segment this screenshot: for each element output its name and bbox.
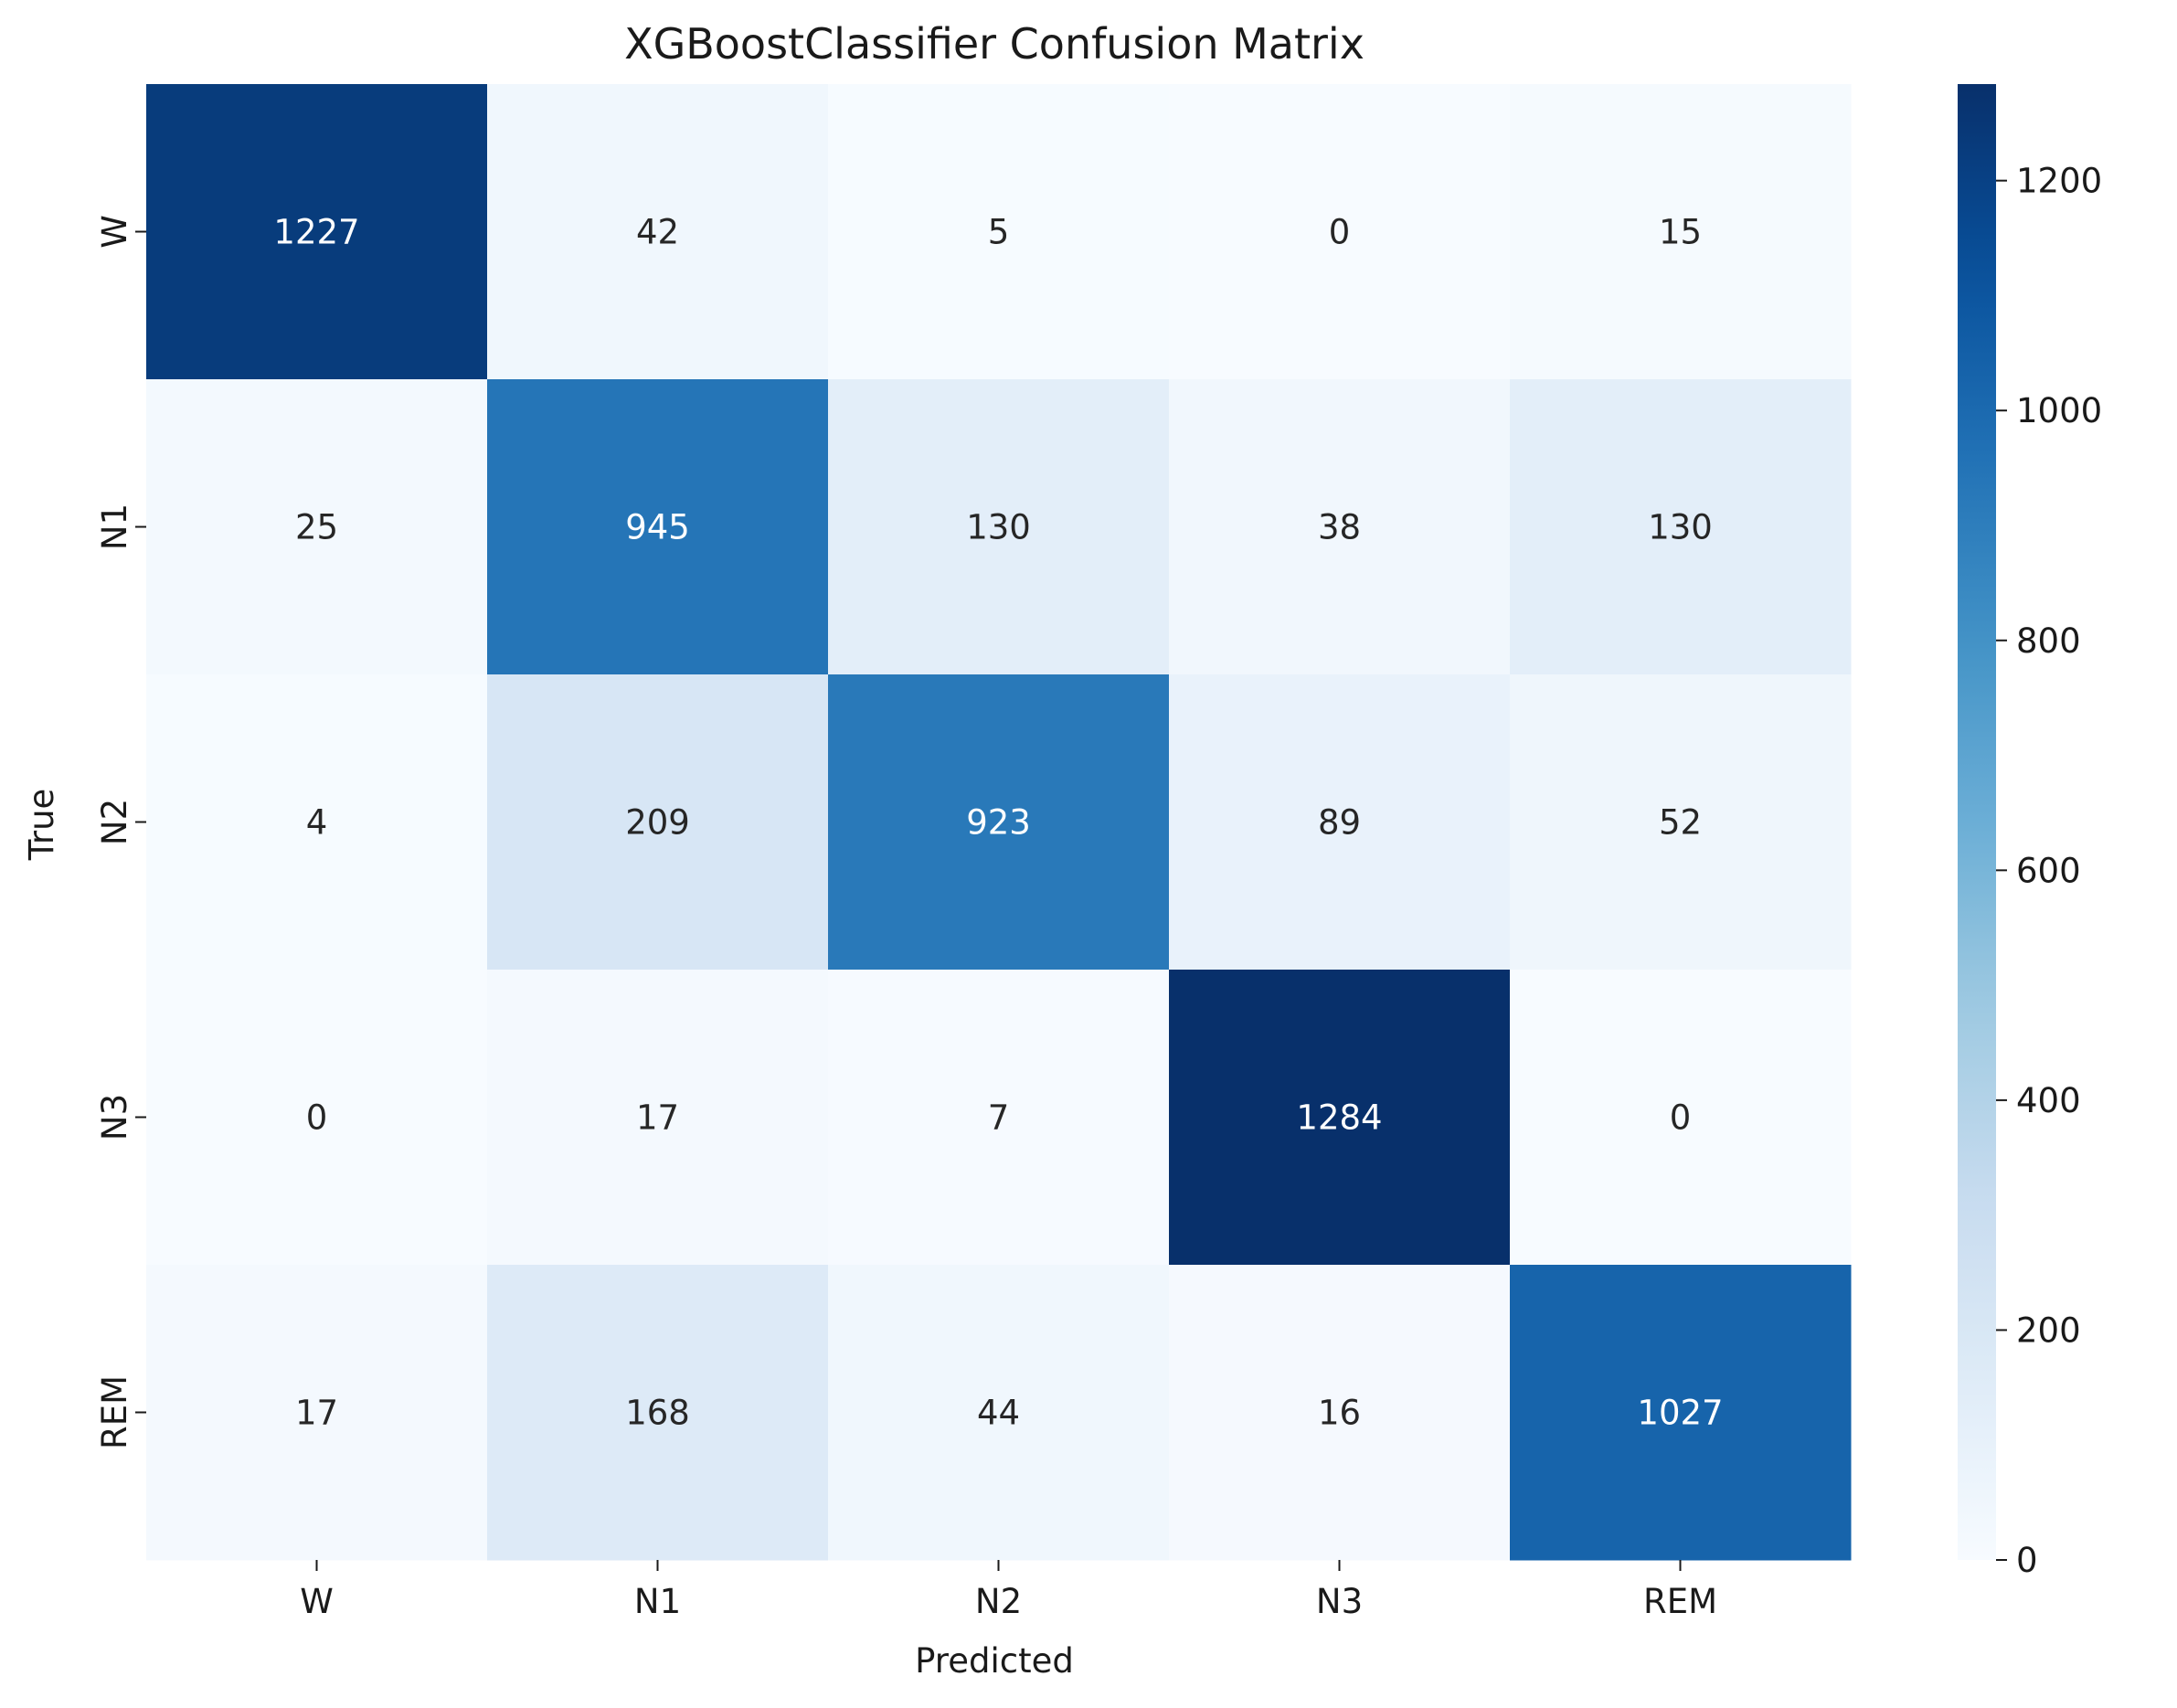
cell-REM-W bbox=[146, 1265, 488, 1561]
heatmap-cell-labels: 1227 42 5 0 15 25 945 130 38 130 4 209 923 89 52 0 17 7 12… bbox=[273, 213, 1723, 1433]
cell-value-label: 209 bbox=[625, 803, 690, 843]
cell-value-label: 0 bbox=[1329, 213, 1351, 252]
x-axis-title: Predicted bbox=[915, 1641, 1074, 1681]
cell-N1-N3 bbox=[1169, 379, 1511, 675]
cell-value-label: 4 bbox=[306, 803, 328, 843]
cell-value-label: 1284 bbox=[1296, 1098, 1382, 1138]
cell-N1-N1 bbox=[487, 379, 829, 675]
cell-W-N3 bbox=[1169, 84, 1511, 380]
x-tick-label: REM bbox=[1643, 1582, 1717, 1621]
colorbar-gradient bbox=[1958, 84, 1996, 1560]
y-axis-title: True bbox=[22, 789, 61, 862]
cell-N1-REM bbox=[1510, 379, 1852, 675]
colorbar: 0 200 400 600 800 1000 1200 bbox=[1958, 84, 2102, 1580]
cell-value-label: 15 bbox=[1659, 213, 1702, 252]
colorbar-tick-label: 1200 bbox=[2016, 162, 2102, 201]
x-tick-label: N1 bbox=[634, 1582, 681, 1621]
cell-value-label: 130 bbox=[966, 508, 1031, 547]
cell-N1-W bbox=[146, 379, 488, 675]
cell-value-label: 168 bbox=[625, 1394, 690, 1433]
x-tick-label: N3 bbox=[1316, 1582, 1363, 1621]
cell-value-label: 0 bbox=[306, 1098, 328, 1138]
cell-value-label: 7 bbox=[988, 1098, 1010, 1138]
colorbar-tick-label: 400 bbox=[2016, 1081, 2081, 1120]
cell-REM-N1 bbox=[487, 1265, 829, 1561]
colorbar-tick-label: 600 bbox=[2016, 851, 2081, 890]
cell-value-label: 16 bbox=[1318, 1394, 1361, 1433]
cell-REM-REM bbox=[1510, 1265, 1852, 1561]
cell-N2-REM bbox=[1510, 674, 1852, 971]
y-tick-label: W bbox=[95, 215, 134, 249]
cell-N3-REM bbox=[1510, 970, 1852, 1266]
cell-value-label: 52 bbox=[1659, 803, 1702, 843]
cell-value-label: 42 bbox=[636, 213, 679, 252]
cell-REM-N2 bbox=[828, 1265, 1170, 1561]
cell-value-label: 130 bbox=[1648, 508, 1713, 547]
cell-N2-N3 bbox=[1169, 674, 1511, 971]
x-tick-label: W bbox=[300, 1582, 334, 1621]
cell-value-label: 89 bbox=[1318, 803, 1361, 843]
cell-value-label: 1227 bbox=[273, 213, 359, 252]
cell-W-REM bbox=[1510, 84, 1852, 380]
y-tick-label: N1 bbox=[95, 504, 134, 550]
colorbar-tick-label: 0 bbox=[2016, 1541, 2038, 1580]
cell-value-label: 923 bbox=[966, 803, 1031, 843]
cell-N2-N1 bbox=[487, 674, 829, 971]
cell-value-label: 44 bbox=[977, 1394, 1020, 1433]
cell-value-label: 25 bbox=[295, 508, 338, 547]
cell-value-label: 17 bbox=[295, 1394, 338, 1433]
cell-N3-N3 bbox=[1169, 970, 1511, 1266]
cell-value-label: 5 bbox=[988, 213, 1010, 252]
cell-value-label: 17 bbox=[636, 1098, 679, 1138]
y-axis-ticks: W N1 N2 N3 REM bbox=[95, 215, 146, 1449]
cell-value-label: 1027 bbox=[1637, 1394, 1723, 1433]
cell-value-label: 0 bbox=[1670, 1098, 1692, 1138]
y-tick-label: N3 bbox=[95, 1094, 134, 1140]
colorbar-tick-label: 800 bbox=[2016, 621, 2081, 661]
y-tick-label: REM bbox=[95, 1375, 134, 1449]
heatmap-cells bbox=[146, 84, 1852, 1561]
chart-title: XGBoostClassifier Confusion Matrix bbox=[624, 19, 1365, 69]
cell-value-label: 945 bbox=[625, 508, 690, 547]
cell-W-N1 bbox=[487, 84, 829, 380]
cell-W-W bbox=[146, 84, 488, 380]
cell-REM-N3 bbox=[1169, 1265, 1511, 1561]
cell-N3-N1 bbox=[487, 970, 829, 1266]
cell-value-label: 38 bbox=[1318, 508, 1361, 547]
y-tick-label: N2 bbox=[95, 799, 134, 845]
x-tick-label: N2 bbox=[975, 1582, 1022, 1621]
colorbar-tick-label: 200 bbox=[2016, 1310, 2081, 1350]
cell-W-N2 bbox=[828, 84, 1170, 380]
cell-N2-W bbox=[146, 674, 488, 971]
x-axis-ticks: W N1 N2 N3 REM bbox=[300, 1560, 1717, 1621]
cell-N3-N2 bbox=[828, 970, 1170, 1266]
cell-N1-N2 bbox=[828, 379, 1170, 675]
cell-N2-N2 bbox=[828, 674, 1170, 971]
cell-N3-W bbox=[146, 970, 488, 1266]
colorbar-tick-label: 1000 bbox=[2016, 391, 2102, 430]
